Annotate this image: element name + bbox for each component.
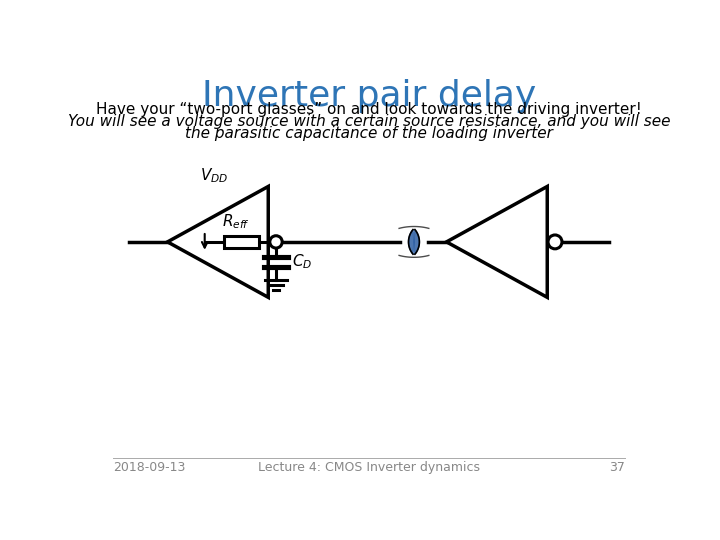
Text: $R_{eff}$: $R_{eff}$ xyxy=(222,212,250,231)
Text: 37: 37 xyxy=(609,461,625,474)
Text: $V_{DD}$: $V_{DD}$ xyxy=(200,166,228,185)
Text: Have your “two-port glasses” on and look towards the driving inverter!: Have your “two-port glasses” on and look… xyxy=(96,102,642,117)
Circle shape xyxy=(270,236,282,248)
Polygon shape xyxy=(408,230,419,254)
Text: the parasitic capacitance of the loading inverter: the parasitic capacitance of the loading… xyxy=(185,126,553,141)
Text: You will see a voltage source with a certain source resistance, and you will see: You will see a voltage source with a cer… xyxy=(68,114,670,129)
Bar xyxy=(224,236,258,248)
Text: Inverter pair delay: Inverter pair delay xyxy=(202,79,536,113)
Text: $C_D$: $C_D$ xyxy=(292,253,312,271)
Circle shape xyxy=(548,235,562,249)
Text: 2018-09-13: 2018-09-13 xyxy=(113,461,186,474)
Text: Lecture 4: CMOS Inverter dynamics: Lecture 4: CMOS Inverter dynamics xyxy=(258,461,480,474)
